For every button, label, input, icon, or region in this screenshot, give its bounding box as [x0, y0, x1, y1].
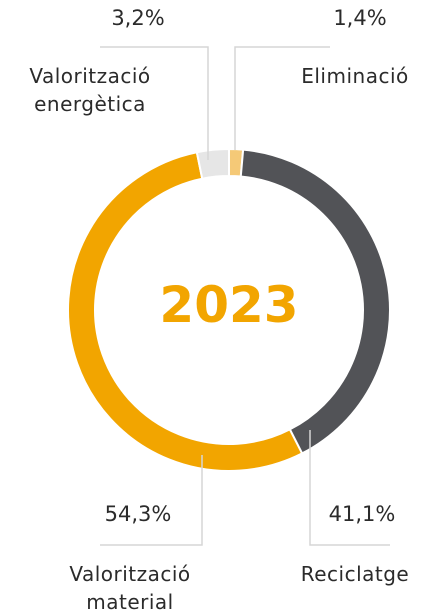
leader-line: [234, 46, 330, 150]
leader-line: [309, 430, 390, 546]
center-text: 2023: [159, 276, 299, 334]
category-label: Valorització material: [69, 562, 191, 614]
leader-line: [100, 455, 203, 546]
category-label: Eliminació: [301, 64, 409, 88]
value-label: 54,3%: [104, 502, 172, 526]
value-label: 41,1%: [328, 502, 396, 526]
donut-segment: [195, 147, 230, 180]
category-label: Reciclatge: [300, 562, 410, 586]
category-label: Valorització energètica: [29, 64, 151, 116]
value-label: 1,4%: [333, 6, 387, 30]
value-label: 3,2%: [111, 6, 165, 30]
leader-line: [100, 46, 209, 160]
